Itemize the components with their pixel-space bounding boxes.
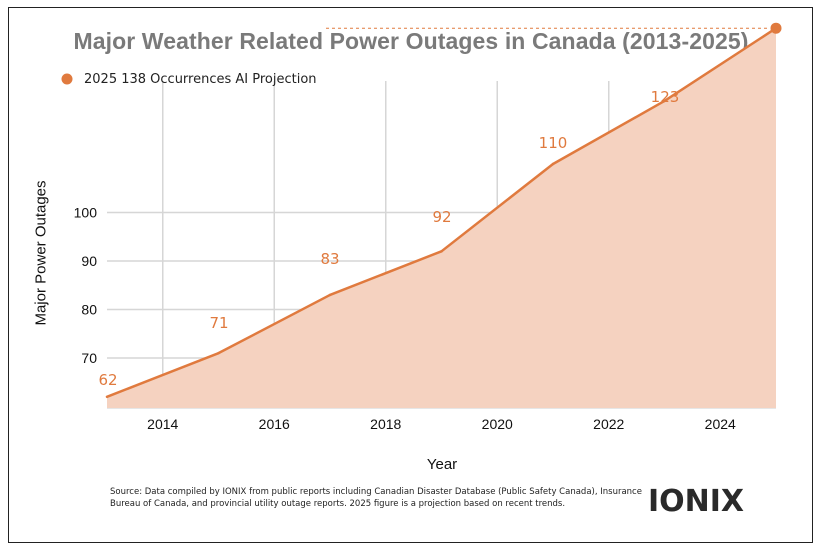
x-tick-label: 2014 xyxy=(147,416,178,432)
data-label: 83 xyxy=(320,250,339,268)
x-tick-label: 2020 xyxy=(482,416,513,432)
x-tick-label: 2016 xyxy=(259,416,290,432)
series-line-segment xyxy=(217,293,332,355)
x-axis-label: Year xyxy=(426,456,458,473)
series-line-segment xyxy=(551,99,666,166)
data-label: 92 xyxy=(432,208,451,226)
data-label: 62 xyxy=(98,371,117,389)
series-area xyxy=(107,28,776,408)
series-line-segment xyxy=(663,26,778,103)
legend-entry: 2025 138 Occurrences AI Projection xyxy=(84,72,317,87)
x-tick-label: 2022 xyxy=(593,416,624,432)
chart-title: Major Weather Related Power Outages in C… xyxy=(73,28,749,54)
projection-marker xyxy=(770,22,782,34)
ionix-logo: IONIX xyxy=(648,482,744,520)
y-axis-label: Major Power Outages xyxy=(32,180,50,326)
series-line-segment xyxy=(328,250,443,297)
source-note: Source: Data compiled by IONIX from publ… xyxy=(110,487,642,509)
series-line-segment xyxy=(105,351,220,399)
data-label: 71 xyxy=(209,314,228,332)
data-label: 110 xyxy=(539,134,568,152)
y-tick-label: 100 xyxy=(74,205,98,221)
logo-text: IONIX xyxy=(648,483,745,519)
series-line-segment xyxy=(440,162,555,253)
x-tick-label: 2024 xyxy=(705,416,736,432)
legend-marker xyxy=(61,73,73,85)
y-tick-label: 70 xyxy=(81,350,97,366)
y-tick-label: 90 xyxy=(81,253,97,269)
y-tick-label: 80 xyxy=(81,302,97,318)
x-tick-label: 2018 xyxy=(370,416,401,432)
data-label: 123 xyxy=(651,88,680,106)
